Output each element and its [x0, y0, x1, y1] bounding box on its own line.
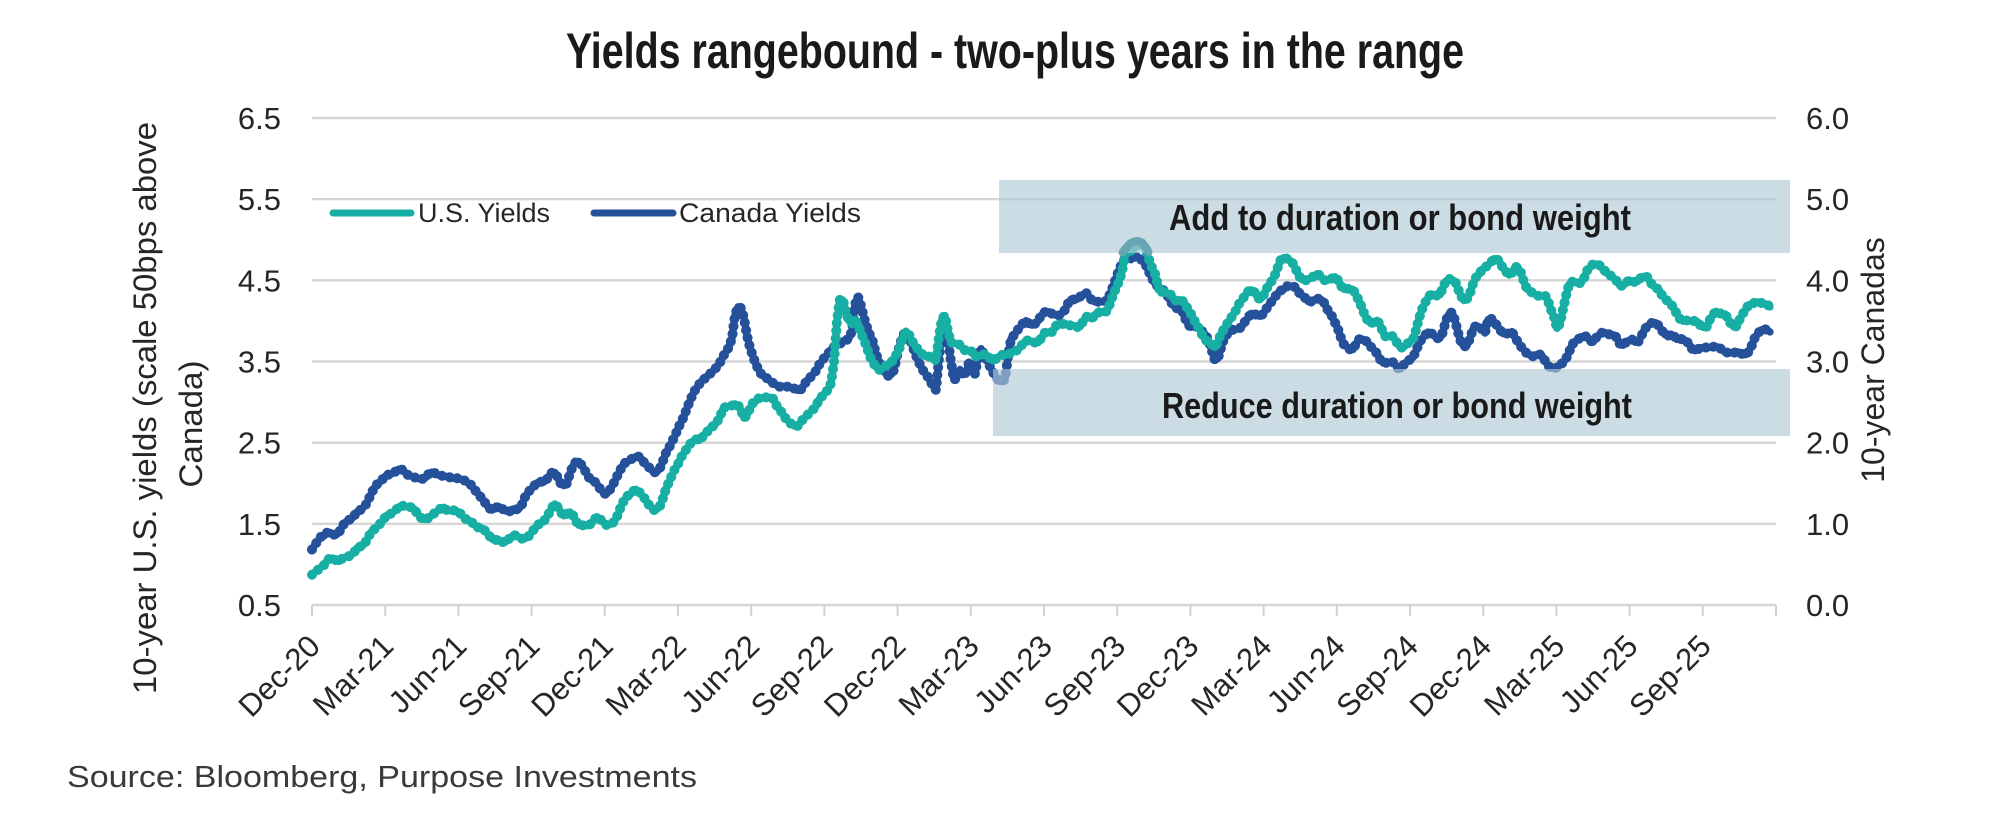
- svg-text:1.5: 1.5: [238, 507, 281, 542]
- svg-text:5.0: 5.0: [1806, 182, 1849, 217]
- svg-text:Reduce duration or bond weight: Reduce duration or bond weight: [1162, 385, 1632, 426]
- svg-text:10-year Canadas: 10-year Canadas: [1855, 237, 1891, 482]
- svg-text:U.S. Yields: U.S. Yields: [418, 198, 550, 228]
- svg-text:Source: Bloomberg, Purpose Inv: Source: Bloomberg, Purpose Investments: [67, 759, 697, 794]
- svg-text:6.0: 6.0: [1806, 101, 1849, 136]
- svg-text:4.5: 4.5: [238, 263, 281, 298]
- svg-text:3.0: 3.0: [1806, 345, 1849, 380]
- svg-text:Canada): Canada): [173, 361, 209, 488]
- svg-text:0.0: 0.0: [1806, 588, 1849, 623]
- svg-text:1.0: 1.0: [1806, 507, 1849, 542]
- svg-text:2.0: 2.0: [1806, 426, 1849, 461]
- svg-text:2.5: 2.5: [238, 426, 281, 461]
- svg-text:4.0: 4.0: [1806, 263, 1849, 298]
- svg-text:10-year U.S. yields (scale 50b: 10-year U.S. yields (scale 50bps above: [127, 122, 163, 694]
- svg-text:Canada Yields: Canada Yields: [679, 198, 861, 228]
- svg-text:Add to duration or bond weight: Add to duration or bond weight: [1169, 197, 1631, 238]
- svg-text:0.5: 0.5: [238, 588, 281, 623]
- svg-text:5.5: 5.5: [238, 182, 281, 217]
- svg-text:Yields rangebound - two-plus y: Yields rangebound - two-plus years in th…: [566, 23, 1464, 79]
- svg-text:6.5: 6.5: [238, 101, 281, 136]
- svg-text:3.5: 3.5: [238, 345, 281, 380]
